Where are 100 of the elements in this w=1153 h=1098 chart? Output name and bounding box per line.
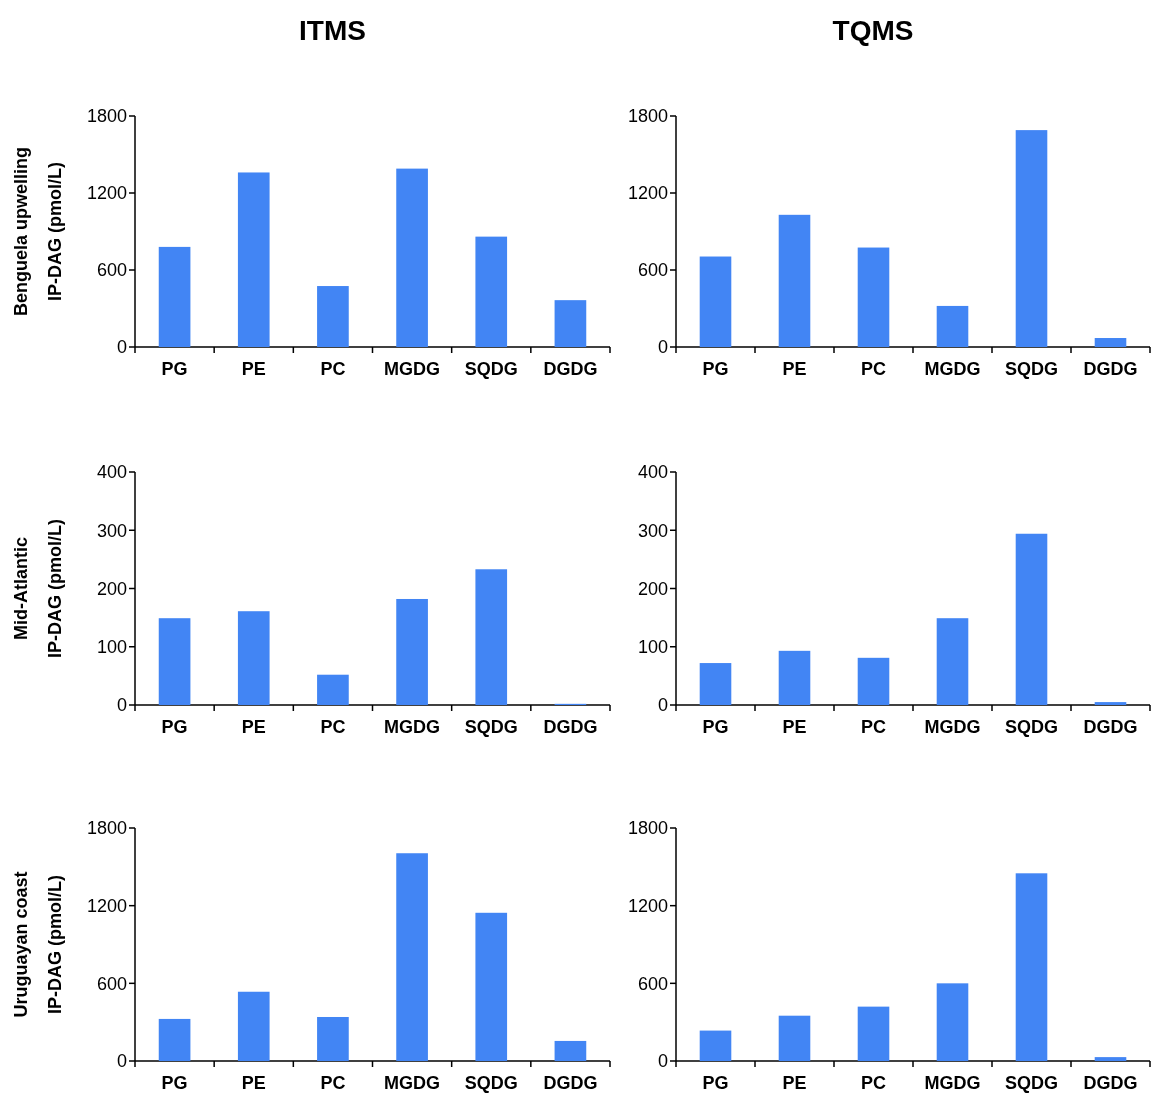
bar bbox=[699, 256, 732, 347]
x-tick-label: PE bbox=[241, 359, 266, 379]
x-tick-label: PC bbox=[860, 359, 887, 379]
bar bbox=[1094, 338, 1127, 347]
bar bbox=[475, 569, 508, 705]
bar bbox=[317, 1016, 349, 1061]
x-tick-label: MGDG bbox=[384, 717, 441, 737]
y-tick-label: 1800 bbox=[86, 818, 127, 839]
y-tick-label: 0 bbox=[657, 1051, 668, 1072]
bar bbox=[396, 168, 428, 347]
x-tick-label: SQDG bbox=[1004, 717, 1059, 737]
bar bbox=[778, 214, 811, 347]
x-tick-label: SQDG bbox=[1004, 1073, 1059, 1093]
x-tick-label: SQDG bbox=[464, 1073, 518, 1093]
y-tick-label: 1200 bbox=[627, 895, 668, 916]
y-axis-title: Uruguayan coast IP-DAG (pmol/L) bbox=[11, 871, 65, 1018]
y-tick-label: 1200 bbox=[627, 183, 668, 204]
x-tick-label: SQDG bbox=[464, 717, 518, 737]
x-tick-label: DGDG bbox=[1083, 359, 1138, 379]
bar bbox=[554, 1040, 587, 1061]
bar bbox=[317, 286, 349, 347]
chart-title: ITMS bbox=[299, 15, 366, 46]
bar bbox=[237, 991, 270, 1061]
bar bbox=[158, 1018, 191, 1061]
x-tick-label: MGDG bbox=[924, 359, 981, 379]
bar bbox=[778, 1015, 811, 1061]
bar bbox=[936, 305, 969, 347]
y-tick-label: 600 bbox=[637, 973, 668, 994]
y-tick-label: 0 bbox=[657, 695, 668, 716]
y-tick-label: 600 bbox=[96, 260, 127, 281]
bar bbox=[1015, 130, 1048, 347]
bar bbox=[857, 657, 890, 705]
x-tick-label: DGDG bbox=[543, 359, 598, 379]
y-tick-label: 0 bbox=[116, 695, 127, 716]
x-tick-label: PG bbox=[161, 1073, 188, 1093]
y-tick-label: 300 bbox=[96, 520, 127, 541]
y-axis-title: Benguela upwelling IP-DAG (pmol/L) bbox=[11, 146, 65, 317]
x-tick-label: MGDG bbox=[924, 1073, 981, 1093]
x-tick-label: SQDG bbox=[464, 359, 518, 379]
bar bbox=[1015, 533, 1048, 705]
x-tick-label: SQDG bbox=[1004, 359, 1059, 379]
x-tick-label: PC bbox=[320, 1073, 346, 1093]
y-tick-label: 1200 bbox=[86, 183, 127, 204]
x-tick-label: MGDG bbox=[384, 1073, 441, 1093]
x-tick-label: PE bbox=[241, 1073, 266, 1093]
x-tick-label: PC bbox=[320, 359, 346, 379]
y-tick-label: 600 bbox=[637, 260, 668, 281]
bar bbox=[699, 1030, 732, 1061]
bar bbox=[237, 611, 270, 705]
x-tick-label: PG bbox=[702, 359, 729, 379]
x-tick-label: PE bbox=[782, 717, 807, 737]
x-tick-label: PE bbox=[782, 1073, 807, 1093]
bar bbox=[936, 618, 969, 705]
y-axis-title: Mid-Atlantic IP-DAG (pmol/L) bbox=[11, 519, 65, 658]
x-tick-label: PC bbox=[860, 1073, 887, 1093]
y-tick-label: 1800 bbox=[627, 106, 668, 127]
chart-title: TQMS bbox=[832, 15, 914, 46]
bar bbox=[936, 983, 969, 1061]
y-tick-label: 0 bbox=[116, 337, 127, 358]
y-tick-label: 0 bbox=[657, 337, 668, 358]
bar bbox=[1094, 702, 1127, 705]
bar bbox=[1015, 873, 1048, 1061]
y-tick-label: 200 bbox=[637, 578, 668, 599]
bar bbox=[317, 674, 349, 705]
x-tick-label: DGDG bbox=[543, 717, 598, 737]
bar bbox=[158, 618, 191, 705]
bar bbox=[475, 912, 508, 1061]
x-tick-label: PG bbox=[161, 717, 188, 737]
x-tick-label: DGDG bbox=[543, 1073, 598, 1093]
x-tick-label: PE bbox=[241, 717, 266, 737]
x-tick-label: DGDG bbox=[1083, 1073, 1138, 1093]
bar bbox=[778, 650, 811, 705]
bar bbox=[1094, 1057, 1127, 1061]
x-tick-label: MGDG bbox=[924, 717, 981, 737]
bar bbox=[554, 300, 587, 347]
x-tick-label: PC bbox=[860, 717, 887, 737]
bar bbox=[396, 853, 428, 1061]
y-tick-label: 600 bbox=[96, 973, 127, 994]
bar bbox=[857, 1006, 890, 1061]
x-tick-label: PC bbox=[320, 717, 346, 737]
y-tick-label: 400 bbox=[96, 462, 127, 483]
bar bbox=[475, 236, 508, 347]
x-tick-label: PG bbox=[702, 1073, 729, 1093]
y-tick-label: 100 bbox=[96, 637, 127, 658]
y-tick-label: 200 bbox=[96, 578, 127, 599]
x-tick-label: PG bbox=[161, 359, 188, 379]
bar bbox=[699, 663, 732, 705]
y-tick-label: 1800 bbox=[86, 106, 127, 127]
y-tick-label: 1200 bbox=[86, 895, 127, 916]
y-tick-label: 300 bbox=[637, 520, 668, 541]
bar bbox=[158, 246, 191, 347]
x-tick-label: DGDG bbox=[1083, 717, 1138, 737]
bar bbox=[237, 172, 270, 347]
x-tick-label: PE bbox=[782, 359, 807, 379]
x-tick-label: MGDG bbox=[384, 359, 441, 379]
bar bbox=[396, 598, 428, 705]
y-tick-label: 1800 bbox=[627, 818, 668, 839]
bar bbox=[857, 247, 890, 347]
x-tick-label: PG bbox=[702, 717, 729, 737]
y-tick-label: 100 bbox=[637, 637, 668, 658]
